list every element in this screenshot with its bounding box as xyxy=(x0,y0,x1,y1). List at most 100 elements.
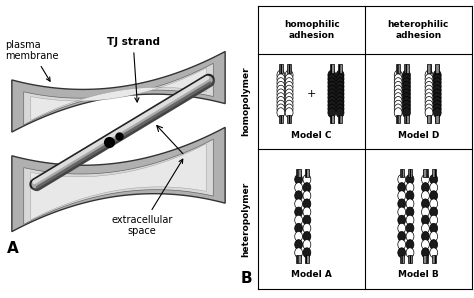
Circle shape xyxy=(285,104,293,114)
Circle shape xyxy=(406,207,414,217)
Circle shape xyxy=(425,78,433,88)
Bar xyxy=(279,115,283,123)
Circle shape xyxy=(277,81,285,91)
Circle shape xyxy=(394,85,402,95)
Text: +: + xyxy=(307,89,316,99)
Circle shape xyxy=(402,97,410,106)
Circle shape xyxy=(433,104,441,114)
Circle shape xyxy=(336,70,344,80)
Bar xyxy=(404,64,409,73)
Circle shape xyxy=(406,175,414,184)
Circle shape xyxy=(430,240,438,249)
Text: B: B xyxy=(240,271,252,286)
Circle shape xyxy=(430,191,438,201)
Circle shape xyxy=(285,108,293,118)
Bar xyxy=(408,255,412,263)
Bar xyxy=(432,255,436,263)
Circle shape xyxy=(425,81,433,91)
Circle shape xyxy=(295,215,302,225)
Circle shape xyxy=(430,199,438,209)
Text: Model D: Model D xyxy=(398,131,439,140)
Circle shape xyxy=(295,207,302,217)
Bar xyxy=(408,169,412,177)
Circle shape xyxy=(398,240,406,249)
Circle shape xyxy=(285,81,293,91)
Circle shape xyxy=(394,81,402,91)
Circle shape xyxy=(328,70,336,80)
Bar xyxy=(427,64,431,73)
Circle shape xyxy=(398,215,406,225)
Circle shape xyxy=(430,248,438,257)
Circle shape xyxy=(295,191,302,201)
Text: plasma
membrane: plasma membrane xyxy=(5,40,58,81)
Circle shape xyxy=(398,199,406,209)
Circle shape xyxy=(328,89,336,99)
Circle shape xyxy=(285,78,293,88)
Circle shape xyxy=(303,215,311,225)
Circle shape xyxy=(394,70,402,80)
Bar xyxy=(423,255,428,263)
Circle shape xyxy=(295,224,302,233)
Bar xyxy=(338,64,342,73)
Circle shape xyxy=(285,93,293,103)
Circle shape xyxy=(328,100,336,110)
Circle shape xyxy=(421,191,429,201)
Circle shape xyxy=(398,248,406,257)
Circle shape xyxy=(336,78,344,88)
Circle shape xyxy=(402,89,410,99)
Circle shape xyxy=(394,89,402,99)
Circle shape xyxy=(328,93,336,103)
Circle shape xyxy=(421,224,429,233)
Circle shape xyxy=(277,100,285,110)
Polygon shape xyxy=(12,52,225,132)
Circle shape xyxy=(433,97,441,106)
Bar xyxy=(404,115,409,123)
Circle shape xyxy=(425,97,433,106)
Circle shape xyxy=(433,108,441,118)
Circle shape xyxy=(398,232,406,241)
Circle shape xyxy=(406,199,414,209)
Circle shape xyxy=(285,97,293,106)
Circle shape xyxy=(295,240,302,249)
Circle shape xyxy=(328,97,336,106)
Circle shape xyxy=(406,240,414,249)
Circle shape xyxy=(285,85,293,95)
Circle shape xyxy=(433,89,441,99)
Bar xyxy=(279,64,283,73)
Circle shape xyxy=(398,224,406,233)
Circle shape xyxy=(303,232,311,241)
Polygon shape xyxy=(31,144,206,220)
Text: Model B: Model B xyxy=(398,270,438,279)
Circle shape xyxy=(398,183,406,193)
Circle shape xyxy=(394,74,402,84)
Polygon shape xyxy=(24,139,213,224)
Circle shape xyxy=(430,232,438,241)
Circle shape xyxy=(328,108,336,118)
Bar xyxy=(330,115,334,123)
Polygon shape xyxy=(12,127,225,232)
Bar xyxy=(423,169,428,177)
Circle shape xyxy=(402,70,410,80)
Circle shape xyxy=(285,74,293,84)
Circle shape xyxy=(406,191,414,201)
Circle shape xyxy=(394,93,402,103)
Circle shape xyxy=(421,183,429,193)
Text: TJ strand: TJ strand xyxy=(107,37,160,102)
Circle shape xyxy=(398,207,406,217)
Circle shape xyxy=(336,97,344,106)
Circle shape xyxy=(277,70,285,80)
Circle shape xyxy=(421,240,429,249)
Polygon shape xyxy=(31,68,206,120)
Circle shape xyxy=(430,183,438,193)
Circle shape xyxy=(402,108,410,118)
Circle shape xyxy=(406,224,414,233)
Bar xyxy=(396,115,400,123)
Circle shape xyxy=(303,207,311,217)
Circle shape xyxy=(328,85,336,95)
Circle shape xyxy=(398,191,406,201)
Circle shape xyxy=(394,100,402,110)
Circle shape xyxy=(402,104,410,114)
Bar xyxy=(297,169,301,177)
Circle shape xyxy=(402,78,410,88)
Circle shape xyxy=(430,175,438,184)
